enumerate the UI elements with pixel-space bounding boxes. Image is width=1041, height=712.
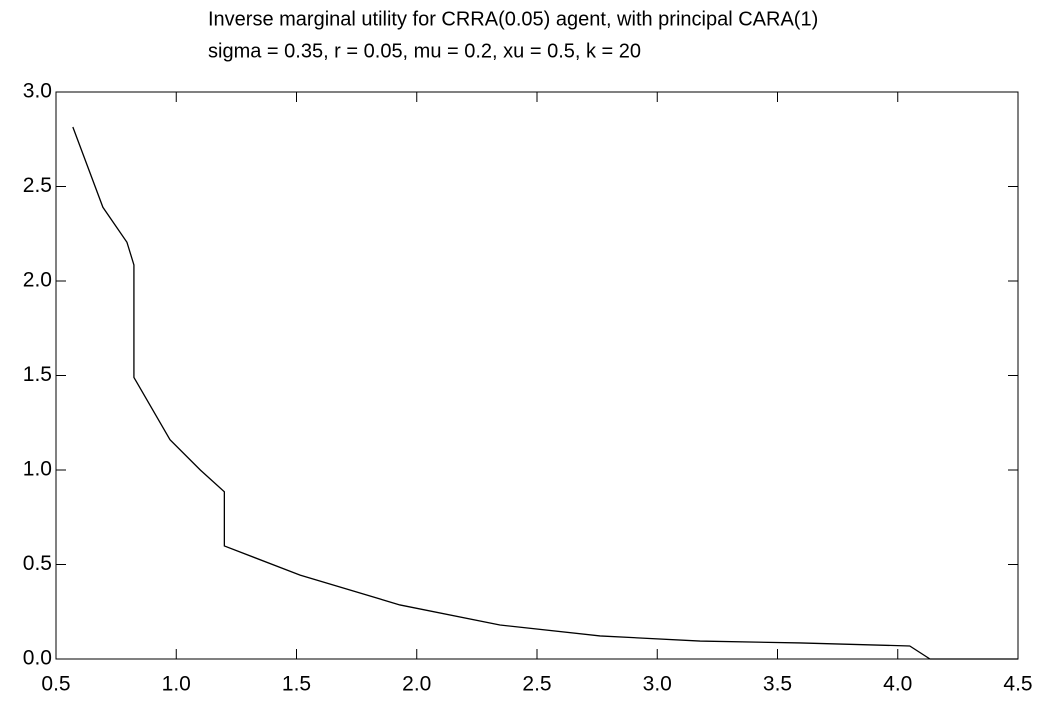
y-tick-label: 3.0 xyxy=(23,80,52,103)
plot-frame xyxy=(55,91,1019,660)
x-tick-label: 1.0 xyxy=(162,673,191,696)
chart-title: Inverse marginal utility for CRRA(0.05) … xyxy=(208,8,818,30)
x-tick-label: 3.0 xyxy=(643,673,672,696)
x-tick-label: 4.5 xyxy=(1003,673,1032,696)
y-tick-label: 0.5 xyxy=(23,552,52,575)
x-tick-label: 1.5 xyxy=(282,673,311,696)
y-tick-label: 1.0 xyxy=(23,458,52,481)
x-tick-label: 0.5 xyxy=(41,673,70,696)
chart-subtitle: sigma = 0.35, r = 0.05, mu = 0.2, xu = 0… xyxy=(208,40,641,62)
line-series xyxy=(72,126,1018,660)
y-tick-label: 0.0 xyxy=(23,647,52,670)
x-tick-label: 4.0 xyxy=(883,673,912,696)
y-tick-label: 2.0 xyxy=(23,269,52,292)
x-tick-label: 2.0 xyxy=(402,673,431,696)
x-tick-label: 3.5 xyxy=(763,673,792,696)
y-tick-label: 1.5 xyxy=(23,363,52,386)
x-tick-label: 2.5 xyxy=(522,673,551,696)
y-tick-label: 2.5 xyxy=(23,174,52,197)
